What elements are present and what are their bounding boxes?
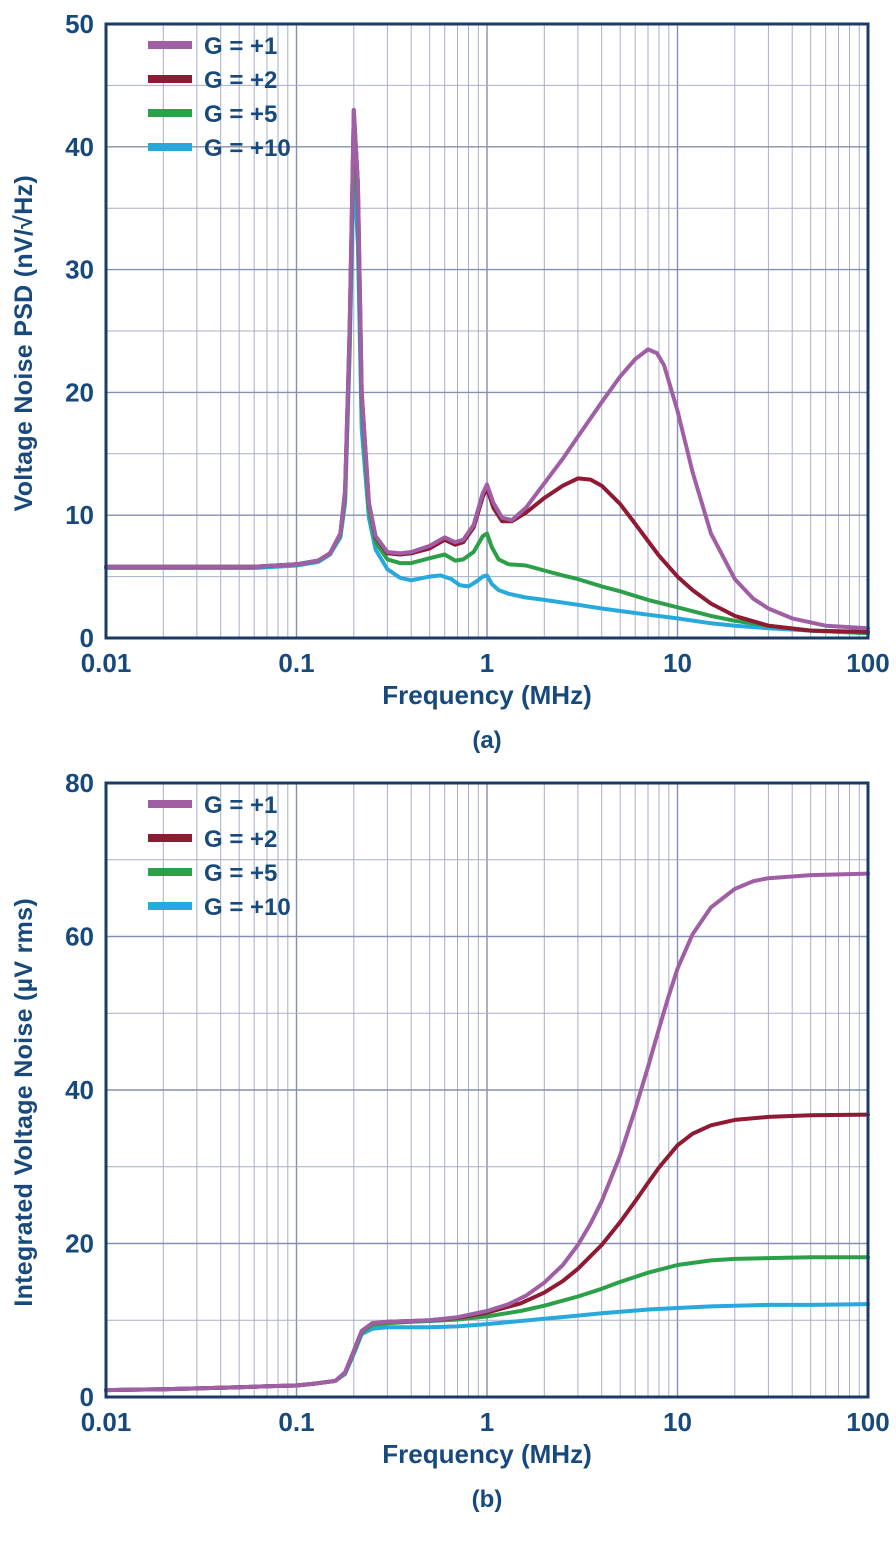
x-tick-label: 100 [846, 1407, 889, 1435]
legend-label: G = +10 [204, 894, 291, 921]
series-curve [104, 108, 870, 631]
legend-label: G = +2 [204, 826, 277, 853]
y-tick-label: 50 [65, 10, 94, 39]
x-tick-label: 1 [480, 648, 494, 676]
x-tick-label: 1 [480, 1407, 494, 1435]
legend-swatch [148, 902, 192, 910]
y-tick-label: 20 [65, 1229, 94, 1259]
series-curve [104, 871, 870, 1393]
legend-swatch [148, 800, 192, 808]
legend-swatch [148, 143, 192, 151]
x-tick-label: 10 [663, 648, 692, 676]
plot-border [104, 781, 870, 1399]
figure-page: Voltage Noise PSD (nV/√Hz) 0 10 20 30 40 50 0.… [0, 10, 896, 1514]
legend-label: G = +1 [204, 33, 277, 60]
legend-label: G = +2 [204, 67, 277, 94]
legend-label: G = +1 [204, 792, 277, 819]
y-tick-label: 0 [80, 1382, 94, 1412]
y-tick-label: 60 [65, 922, 94, 952]
y-tick-label: 80 [65, 769, 94, 798]
chart-b-row: Integrated Voltage Noise (µV rms) 0 20 40 6… [0, 769, 896, 1435]
legend-label: G = +5 [204, 101, 277, 128]
legend-swatch [148, 868, 192, 876]
chart-b-x-axis-title: Frequency (MHz) [382, 1439, 592, 1469]
chart-a-x-axis-title: Frequency (MHz) [382, 680, 592, 710]
legend-label: G = +10 [204, 135, 291, 162]
chart-a-block: Voltage Noise PSD (nV/√Hz) 0 10 20 30 40 50 0.… [0, 10, 896, 755]
chart-b-caption: (b) [471, 1486, 503, 1513]
y-tick-label: 10 [65, 500, 94, 530]
x-tick-label: 0.01 [81, 648, 132, 676]
x-tick-label: 100 [846, 648, 889, 676]
legend-label: G = +5 [204, 860, 277, 887]
plot-border [104, 22, 870, 640]
chart-a-ylabel-col: Voltage Noise PSD (nV/√Hz) [0, 10, 48, 676]
chart-a-plot: 0 10 20 30 40 50 0.01 0.1 1 10 100 G = +1 G = +2 G = … [65, 10, 890, 676]
chart-b-block: Integrated Voltage Noise (µV rms) 0 20 40 6… [0, 769, 896, 1514]
legend-swatch [148, 75, 192, 83]
chart-a-caption: (a) [472, 727, 502, 754]
x-tick-label: 0.1 [278, 648, 314, 676]
y-tick-label: 40 [65, 132, 94, 162]
chart-b-ylabel-col: Integrated Voltage Noise (µV rms) [0, 769, 48, 1435]
y-tick-label: 40 [65, 1075, 94, 1105]
x-tick-label: 0.1 [278, 1407, 314, 1435]
chart-b-y-axis-title: Integrated Voltage Noise (µV rms) [9, 897, 38, 1307]
legend-swatch [148, 109, 192, 117]
chart-b-plot: 0 20 40 60 80 0.01 0.1 1 10 100 G = +1 G = +2 G = +5… [65, 769, 890, 1435]
y-tick-label: 20 [65, 377, 94, 407]
y-tick-label: 0 [80, 623, 94, 653]
y-tick-label: 30 [65, 255, 94, 285]
legend-swatch [148, 41, 192, 49]
x-tick-label: 0.01 [81, 1407, 132, 1435]
chart-a-y-axis-title: Voltage Noise PSD (nV/√Hz) [9, 174, 38, 512]
chart-a-row: Voltage Noise PSD (nV/√Hz) 0 10 20 30 40 50 0.… [0, 10, 896, 676]
x-tick-label: 10 [663, 1407, 692, 1435]
legend-swatch [148, 834, 192, 842]
